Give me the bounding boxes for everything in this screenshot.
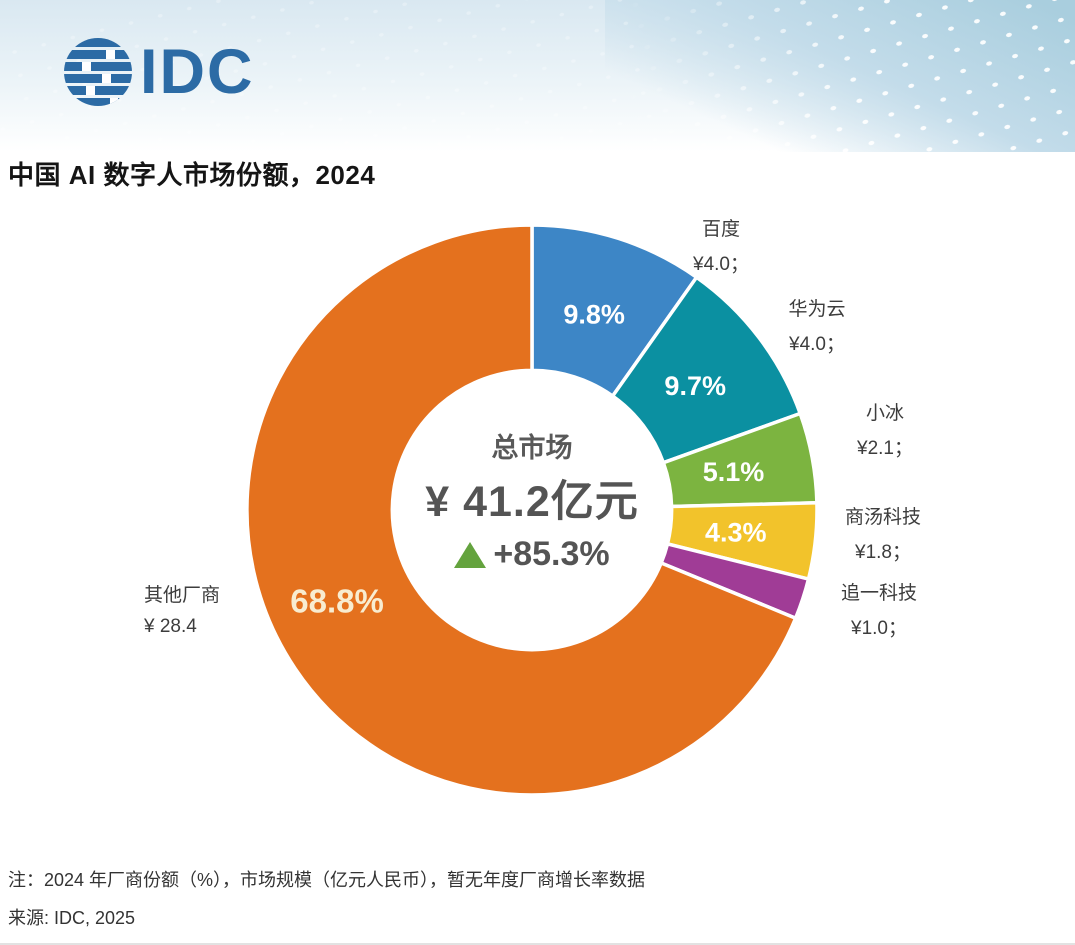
- label-other-vendors: 其他厂商 ¥ 28.4: [144, 580, 294, 642]
- vendor-value: ¥2.1；: [857, 438, 913, 459]
- vendor-name: 追一科技: [840, 583, 917, 604]
- label-sensetime: 商汤科技 ¥1.8；: [818, 500, 948, 570]
- total-market-value: ¥ 41.2亿元: [425, 478, 639, 526]
- pct-label-baidu: 9.8%: [563, 300, 625, 330]
- idc-globe-icon: [64, 38, 132, 106]
- label-huawei-cloud: 华为云 ¥4.0；: [752, 292, 882, 362]
- growth-value: +85.3%: [493, 535, 610, 573]
- label-zhuiyi: 追一科技 ¥1.0；: [814, 576, 944, 646]
- vendor-name: 其他厂商: [144, 585, 221, 606]
- source-line: 来源: IDC, 2025: [8, 908, 136, 928]
- vendor-value: ¥4.0；: [789, 334, 845, 355]
- total-market-label: 总市场: [491, 433, 573, 463]
- pct-label-huawei-cloud: 9.7%: [664, 371, 726, 401]
- growth-up-triangle-icon: [454, 541, 487, 568]
- vendor-value: ¥4.0；: [693, 254, 749, 275]
- idc-logo-text: IDC: [140, 37, 255, 107]
- vendor-name: 华为云: [788, 299, 846, 320]
- vendor-name: 商汤科技: [844, 507, 921, 528]
- growth-row: +85.3%: [454, 535, 610, 574]
- pct-label-sensetime: 4.3%: [705, 518, 767, 548]
- vendor-name: 百度: [701, 219, 740, 240]
- pct-label-other-vendors: 68.8%: [290, 582, 384, 619]
- label-xiaoice: 小冰 ¥2.1；: [820, 396, 950, 466]
- label-baidu: 百度 ¥4.0；: [656, 212, 786, 282]
- idc-logo: IDC: [62, 36, 255, 108]
- vendor-value: ¥1.0；: [851, 618, 907, 639]
- footnote: 注：2024 年厂商份额（%），市场规模（亿元人民币），暂无年度厂商增长率数据: [8, 870, 646, 890]
- vendor-value: ¥1.8；: [855, 542, 911, 563]
- donut-center-label: 总市场 ¥ 41.2亿元 +85.3%: [382, 426, 682, 574]
- donut-segment-other-vendors: [245, 223, 798, 797]
- vendor-value: ¥ 28.4: [144, 616, 197, 637]
- pct-label-xiaoice: 5.1%: [703, 457, 765, 487]
- vendor-name: 小冰: [865, 403, 904, 424]
- header-banner: IDC: [0, 0, 1075, 152]
- page-title: 中国 AI 数字人市场份额，2024: [8, 160, 376, 190]
